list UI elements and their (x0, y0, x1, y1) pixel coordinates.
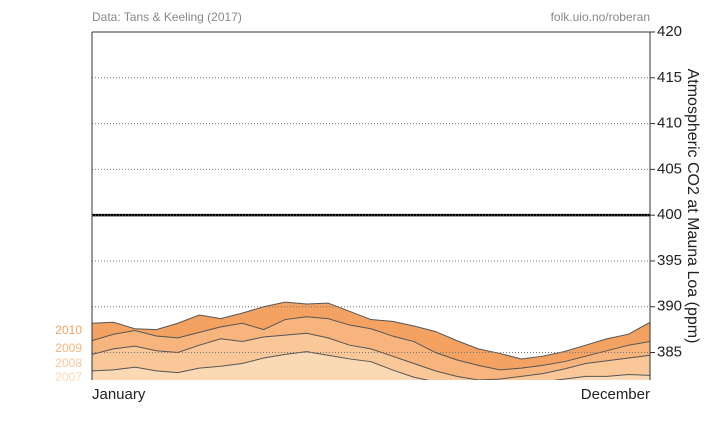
area-outline (92, 332, 650, 380)
source: Data: Tans & Keeling (2017) (92, 10, 242, 24)
y-tick-label: 400 (657, 206, 682, 223)
legend-label: 2007 (55, 370, 82, 384)
y-tick-label: 405 (657, 160, 682, 177)
y-tick-label: 395 (657, 252, 682, 269)
y-axis-label: Atmospheric CO2 at Mauna Loa (ppm) (684, 69, 701, 344)
area-outline (92, 316, 650, 371)
credit: folk.uio.no/roberan (551, 10, 650, 24)
y-tick-label: 415 (657, 69, 682, 86)
plot-area (92, 213, 650, 380)
legend-label: 2010 (55, 323, 82, 337)
y-tick-label: 420 (657, 23, 682, 40)
area-outline (92, 301, 650, 360)
x-tick-label: December (581, 386, 650, 403)
area (92, 351, 650, 380)
area-outline (92, 351, 650, 380)
y-tick-label: 410 (657, 115, 682, 132)
x-tick-label: January (92, 386, 146, 403)
y-tick-label: 390 (657, 298, 682, 315)
legend-label: 2008 (55, 356, 82, 370)
legend-label: 2009 (55, 341, 82, 355)
y-tick-label: 385 (657, 343, 682, 360)
